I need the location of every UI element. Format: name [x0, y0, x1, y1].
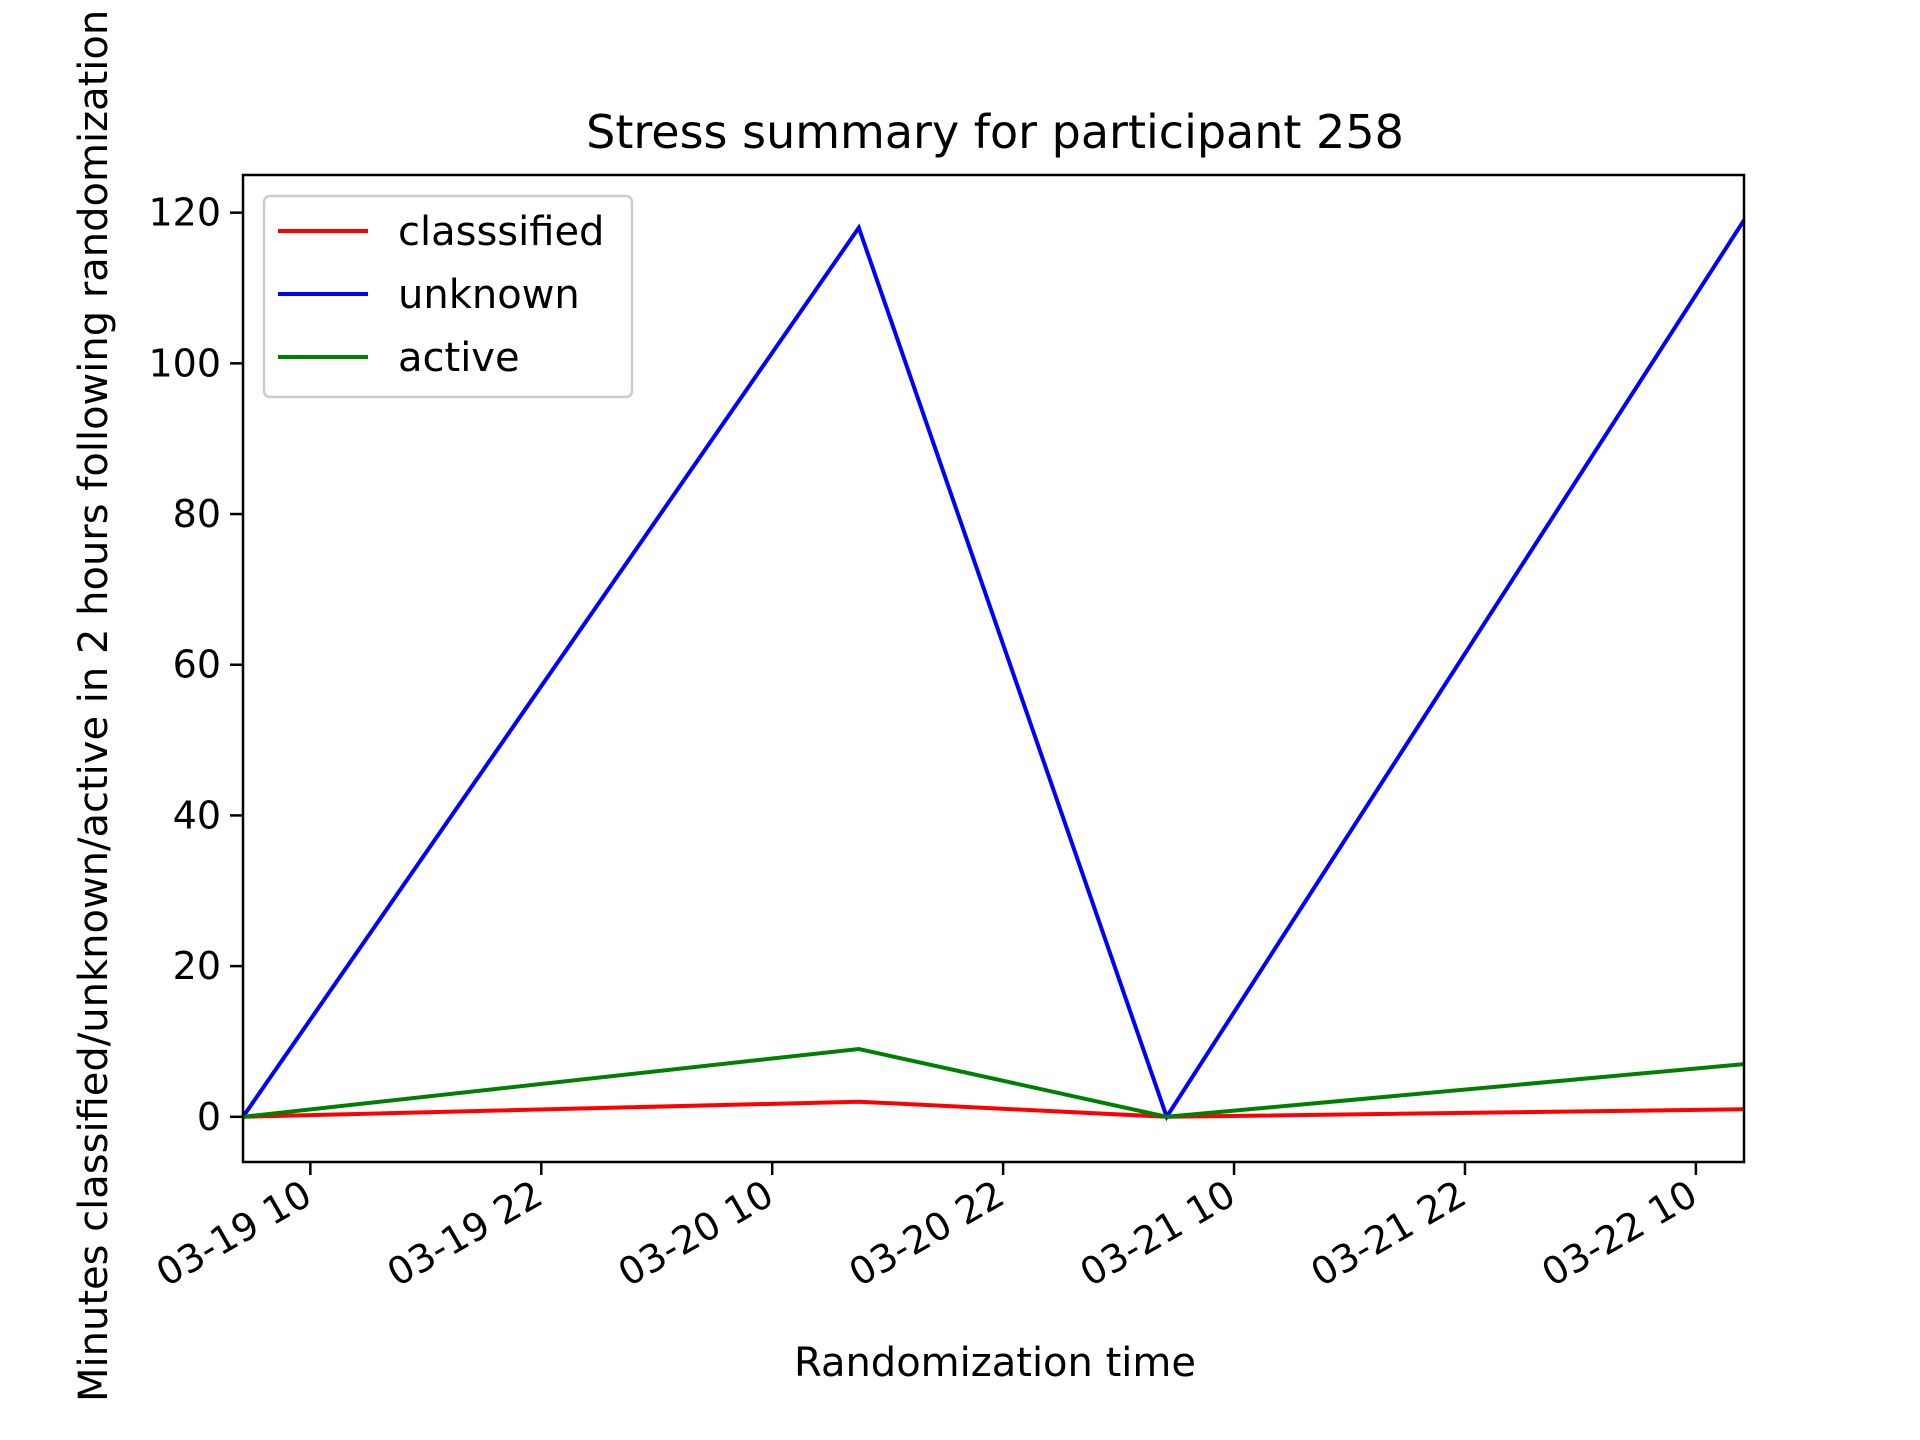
y-axis-label: Minutes classified/unknown/active in 2 h…: [71, 10, 117, 1402]
chart-title: Stress summary for participant 258: [586, 105, 1404, 159]
series-line-2: [241, 219, 1746, 1122]
series-line-3: [242, 1046, 1745, 1119]
legend: classsified unknown active: [262, 194, 634, 399]
x-tick-label: 03-20 10: [611, 1172, 781, 1296]
legend-label-1: classsified: [398, 209, 604, 255]
y-tick-label: 20: [173, 944, 221, 988]
x-tick-label: 03-22 10: [1534, 1172, 1704, 1296]
x-tick-label: 03-21 10: [1073, 1172, 1243, 1296]
series-line-1: [242, 1099, 1745, 1119]
x-tick-label: 03-21 22: [1303, 1172, 1473, 1296]
y-tick-label: 0: [197, 1095, 221, 1139]
y-tick-label: 80: [173, 492, 221, 536]
y-tick-label: 60: [173, 643, 221, 687]
legend-label-2: unknown: [398, 272, 580, 318]
y-tick-label: 120: [148, 191, 221, 235]
y-tick-label: 100: [148, 341, 221, 385]
x-axis-label: Randomization time: [794, 1340, 1196, 1386]
y-tick-label: 40: [173, 793, 221, 837]
legend-label-3: active: [398, 335, 520, 381]
x-tick-label: 03-20 22: [842, 1172, 1012, 1296]
legend-frame: [262, 194, 634, 399]
x-tick-label: 03-19 22: [380, 1172, 550, 1296]
x-tick-label: 03-19 10: [149, 1172, 319, 1296]
axes-frame: [241, 173, 1746, 1164]
